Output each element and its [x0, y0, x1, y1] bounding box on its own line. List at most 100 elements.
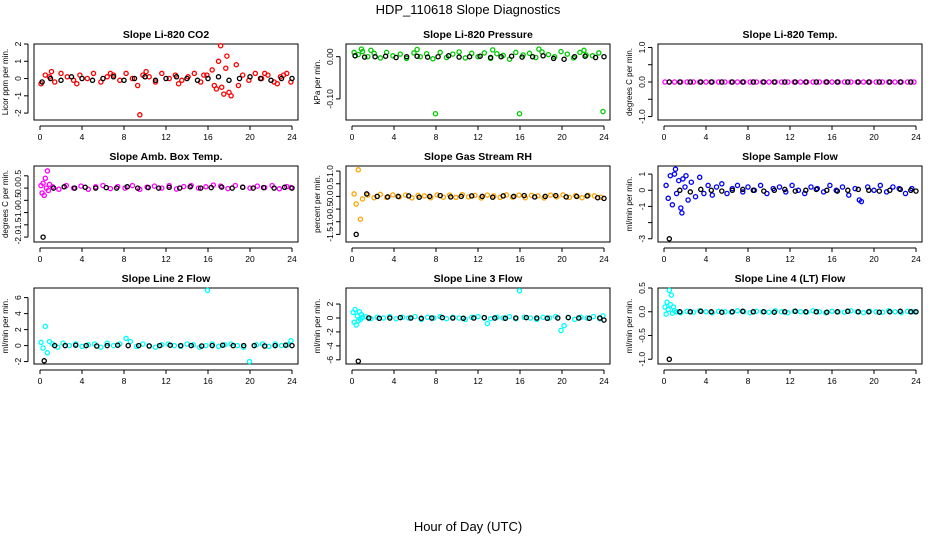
- data-point: [41, 358, 47, 364]
- x-tick-label: 20: [869, 254, 879, 264]
- panel-title-line3: Slope Line 3 Flow: [434, 273, 524, 285]
- data-point: [90, 70, 97, 77]
- data-point: [288, 338, 294, 344]
- data-point: [855, 79, 862, 85]
- data-point: [761, 309, 767, 315]
- data-point: [692, 193, 699, 200]
- y-axis-label-co2: Licor ppm per min.: [1, 49, 10, 115]
- data-point: [547, 192, 554, 198]
- x-tick-label: 8: [434, 254, 439, 264]
- data-point: [834, 188, 841, 194]
- x-tick-label: 20: [557, 376, 567, 386]
- data-point: [58, 70, 64, 77]
- data-point: [247, 74, 253, 80]
- x-tick-label: 12: [785, 132, 795, 142]
- series-reference: [39, 74, 295, 85]
- data-point: [904, 308, 911, 315]
- x-tick-label: 4: [704, 132, 709, 142]
- data-point: [753, 308, 760, 315]
- data-point: [430, 56, 436, 62]
- data-point: [204, 287, 211, 294]
- data-point: [82, 184, 88, 191]
- data-point: [877, 182, 884, 189]
- series-reference: [666, 308, 919, 363]
- data-point: [782, 186, 788, 193]
- data-point: [240, 342, 247, 349]
- x-tick-label: 4: [704, 376, 709, 386]
- x-tick-label: 8: [746, 132, 751, 142]
- plot-frame-line3: [345, 287, 611, 365]
- data-point: [131, 75, 138, 82]
- panel-title-rh: Slope Gas Stream RH: [424, 151, 532, 163]
- y-tick-label: 6: [13, 295, 23, 300]
- data-point: [684, 308, 690, 315]
- data-point: [897, 308, 904, 315]
- data-point: [592, 54, 599, 61]
- data-point: [533, 54, 539, 61]
- data-point: [834, 309, 841, 315]
- data-point: [366, 315, 372, 321]
- data-point: [276, 186, 283, 192]
- y-tick-label: -2: [13, 109, 23, 117]
- data-point: [824, 309, 830, 315]
- data-point: [203, 184, 209, 190]
- data-point: [601, 317, 607, 323]
- x-tick-label: 8: [746, 254, 751, 264]
- data-point: [546, 315, 553, 321]
- data-point: [729, 187, 736, 194]
- data-point: [680, 176, 686, 182]
- data-point: [56, 186, 62, 193]
- data-point: [167, 342, 173, 348]
- y-tick-label: -4: [325, 342, 335, 350]
- data-point: [460, 315, 467, 322]
- data-point: [690, 79, 697, 85]
- data-point: [40, 345, 46, 351]
- data-point: [908, 187, 914, 194]
- x-tick-label: 4: [392, 254, 397, 264]
- data-point: [698, 79, 704, 85]
- data-point: [61, 184, 67, 190]
- y-tick-label: 1.0: [637, 41, 647, 53]
- data-point: [579, 194, 585, 201]
- data-point: [51, 342, 58, 349]
- x-tick-label: 24: [911, 132, 921, 142]
- data-point: [866, 309, 872, 315]
- data-point: [766, 309, 772, 315]
- data-point: [734, 182, 741, 189]
- data-point: [129, 75, 136, 82]
- data-point: [155, 185, 162, 191]
- data-point: [353, 201, 359, 207]
- data-point: [552, 192, 559, 199]
- data-point: [597, 315, 603, 321]
- data-point: [673, 190, 680, 197]
- data-point: [458, 193, 464, 200]
- data-point: [163, 75, 169, 82]
- plot-frame-ambbox: [33, 165, 299, 243]
- y-tick-label: 0.5: [325, 178, 335, 190]
- data-point: [797, 79, 804, 85]
- series-colored: [38, 42, 294, 118]
- data-point: [489, 194, 496, 200]
- data-point: [601, 53, 607, 60]
- data-point: [887, 79, 893, 85]
- data-point: [904, 79, 911, 85]
- data-point: [668, 292, 675, 298]
- data-point: [484, 192, 491, 198]
- data-point: [555, 315, 561, 321]
- data-point: [252, 70, 259, 77]
- data-point: [776, 184, 783, 190]
- data-point: [684, 79, 690, 85]
- data-point: [456, 49, 462, 55]
- y-tick-label: -1: [13, 92, 23, 100]
- series-reference: [352, 53, 607, 62]
- data-point: [359, 314, 366, 321]
- series-colored: [38, 168, 294, 199]
- data-point: [902, 190, 909, 197]
- data-point: [145, 184, 151, 191]
- x-tick-label: 12: [473, 254, 483, 264]
- data-point: [173, 186, 180, 192]
- data-point: [274, 80, 281, 87]
